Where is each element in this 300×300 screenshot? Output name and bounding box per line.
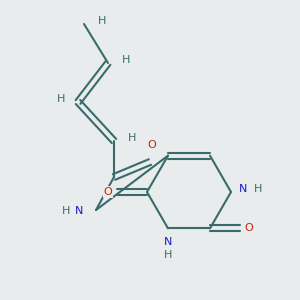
Text: N: N xyxy=(164,237,172,247)
Text: O: O xyxy=(103,187,112,197)
Text: H: H xyxy=(164,250,172,260)
Text: N: N xyxy=(239,184,247,194)
Text: H: H xyxy=(254,184,262,194)
Text: O: O xyxy=(147,140,156,151)
Text: H: H xyxy=(57,94,66,104)
Text: N: N xyxy=(75,206,84,217)
Text: H: H xyxy=(128,133,136,143)
Text: H: H xyxy=(62,206,70,217)
Text: O: O xyxy=(244,224,253,233)
Text: H: H xyxy=(122,55,130,65)
Text: H: H xyxy=(98,16,106,26)
